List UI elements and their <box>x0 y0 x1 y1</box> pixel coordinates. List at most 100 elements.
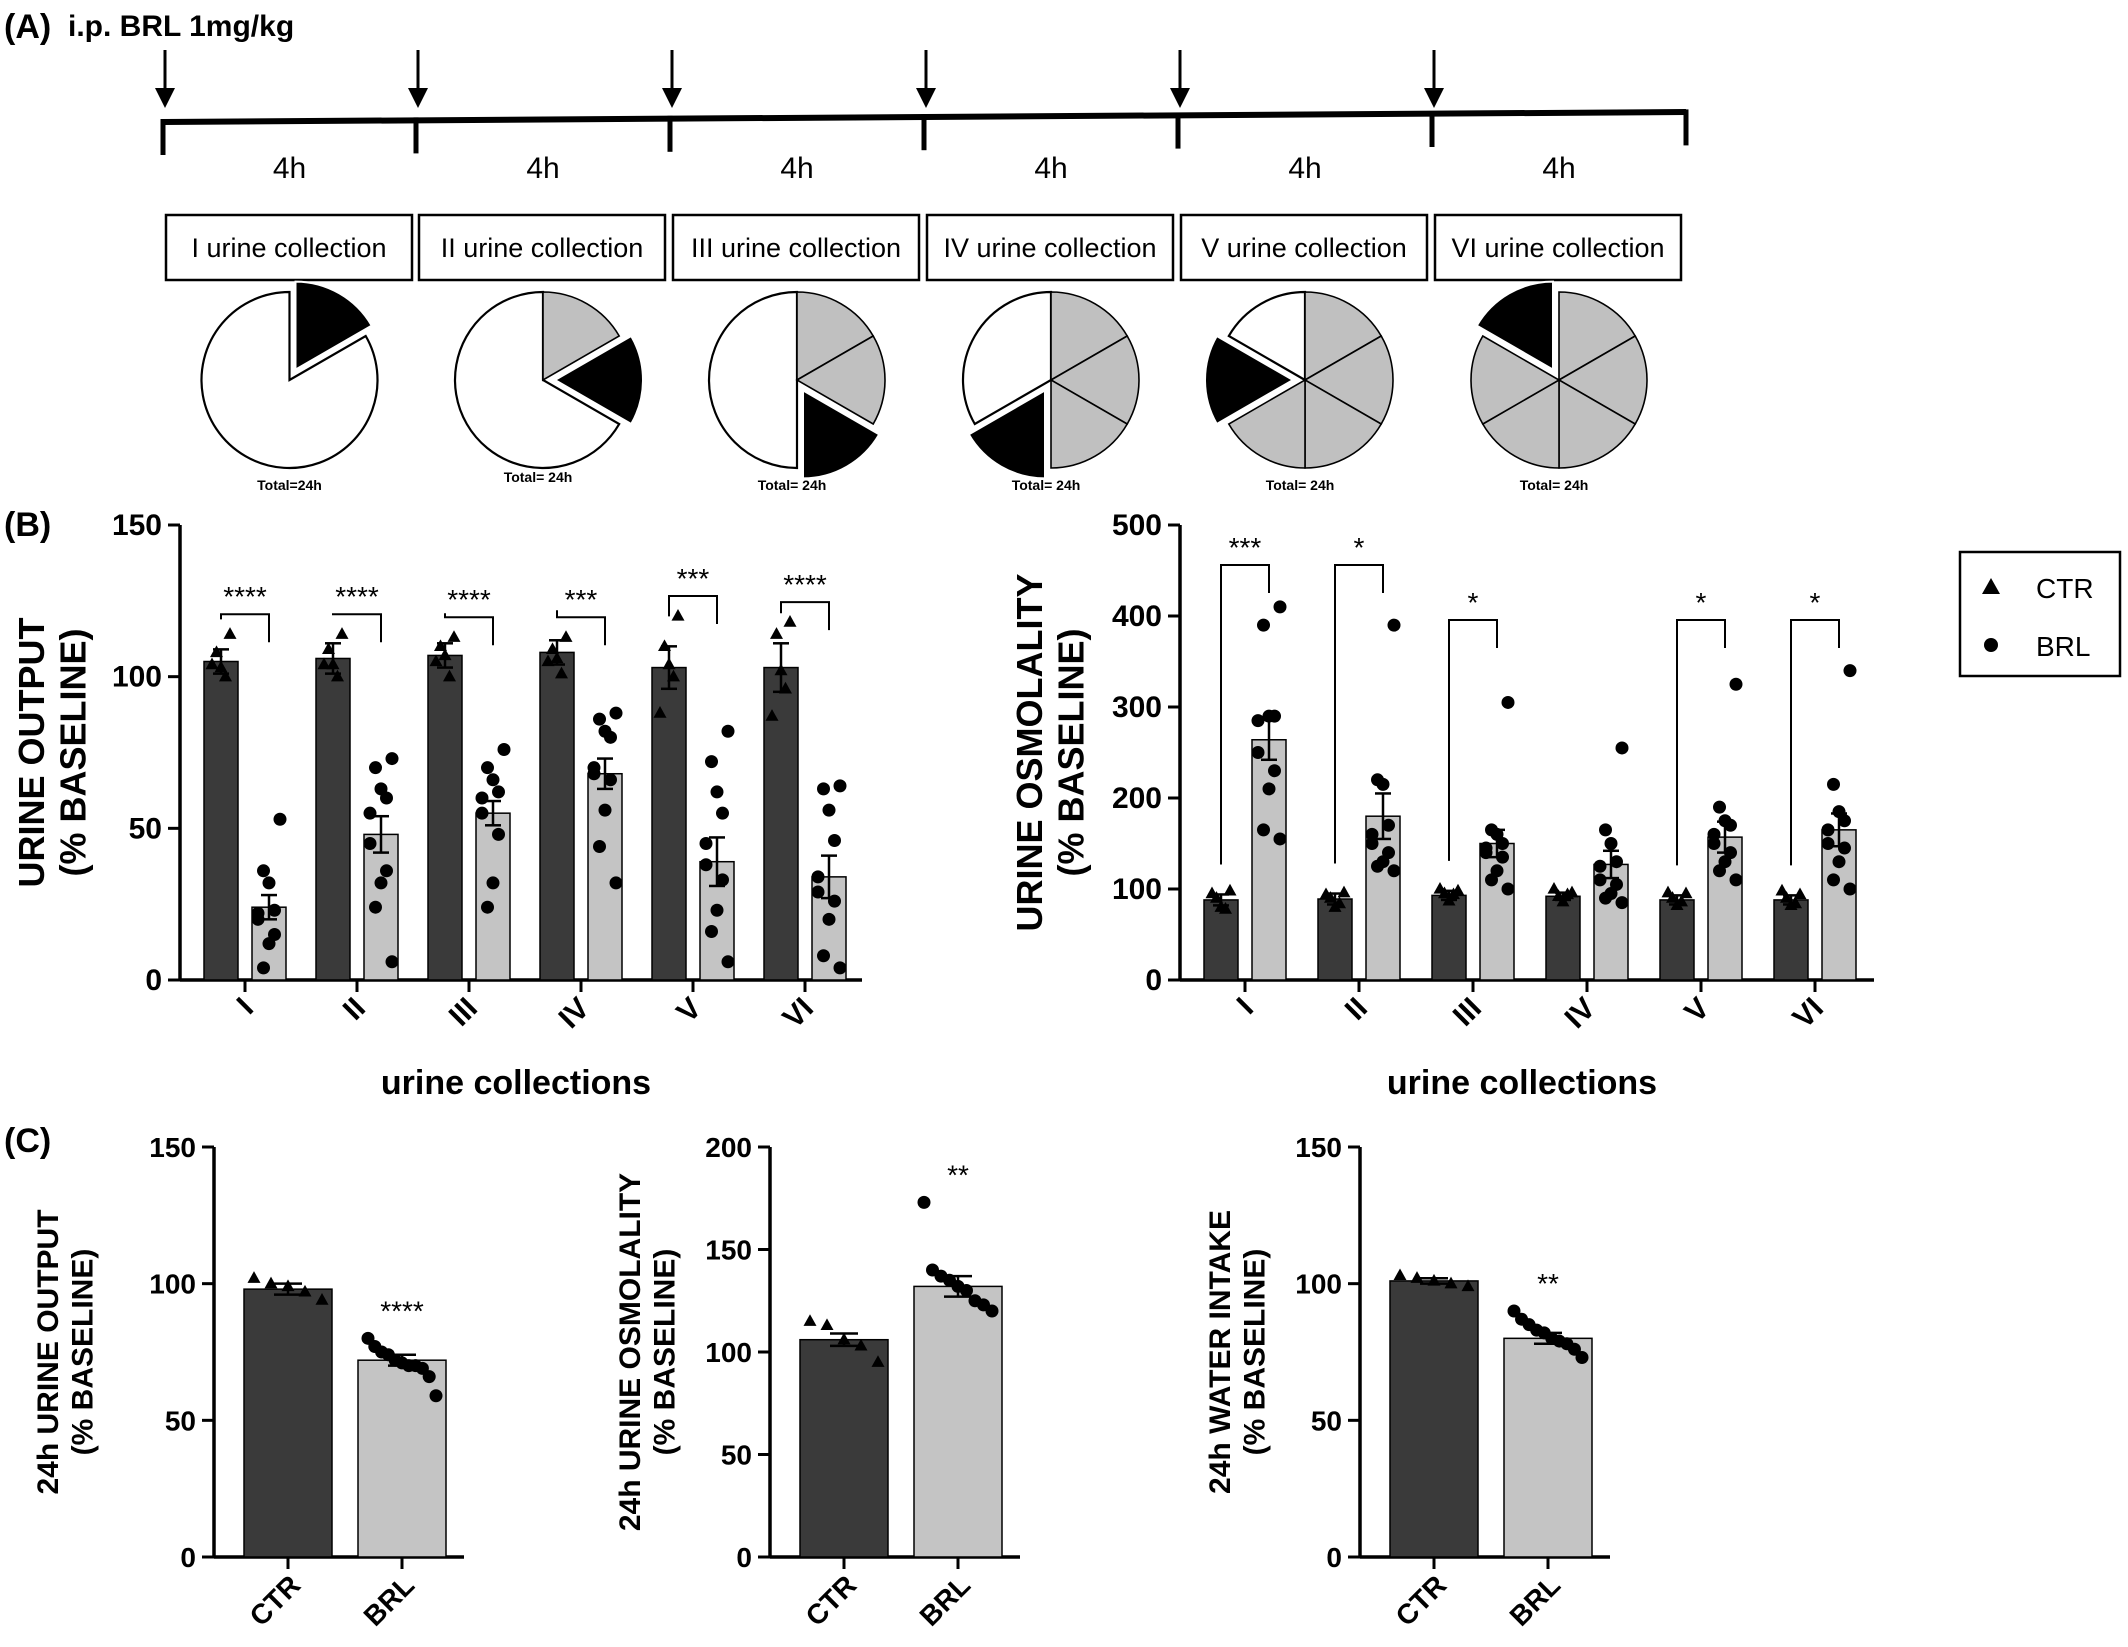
data-point-brl <box>1832 855 1846 869</box>
collection-label: I urine collection <box>191 233 386 263</box>
pie-current-slice <box>1475 280 1554 372</box>
y-tick-label: 100 <box>1295 1269 1342 1300</box>
charts-group: 050100150I****II****III****IV***V***VI**… <box>11 509 1874 1632</box>
collection-label: III urine collection <box>691 233 901 263</box>
pie-done-slice <box>1481 378 1560 469</box>
x-tick-label: CTR <box>800 1569 863 1632</box>
bar-ctr <box>1773 899 1809 981</box>
data-point-brl <box>1501 882 1515 896</box>
injection-arrow-head <box>916 88 936 108</box>
x-tick-label: III <box>1447 992 1488 1033</box>
data-point-brl <box>497 742 511 756</box>
x-tick-label: CTR <box>244 1569 307 1632</box>
data-point-brl <box>1365 827 1379 841</box>
significance-label: *** <box>677 563 710 594</box>
timeline: 4h I urine collection Total=24h 4h II urine … <box>155 50 1689 493</box>
y-tick-label: 150 <box>705 1235 752 1266</box>
pie-total-label: Total= 24h <box>1520 477 1589 493</box>
significance-label: **** <box>783 569 827 600</box>
data-point-ctr <box>820 1318 834 1331</box>
bar-ctr <box>427 654 463 981</box>
data-point-brl <box>369 761 382 775</box>
pie-total-label: Total= 24h <box>1012 477 1081 493</box>
legend: CTR BRL <box>1958 550 2122 678</box>
data-point-brl <box>1251 746 1265 759</box>
data-point-brl <box>710 903 724 917</box>
data-point-brl <box>960 1284 973 1297</box>
bar-brl <box>1503 1337 1593 1558</box>
data-point-brl <box>822 912 836 926</box>
y-axis-label-line2: (% BASELINE) <box>1050 628 1091 876</box>
data-point-brl <box>817 949 830 963</box>
y-axis-label: 24h WATER INTAKE(% BASELINE) <box>1204 1210 1272 1494</box>
significance-bracket <box>220 613 270 643</box>
significance-label: **** <box>380 1295 424 1326</box>
data-point-ctr <box>443 669 456 682</box>
significance-label: * <box>1354 532 1365 563</box>
data-point-brl <box>1713 864 1726 878</box>
collection-box <box>671 213 921 282</box>
data-point-brl <box>369 900 382 914</box>
data-point-ctr <box>1337 885 1351 898</box>
data-point-brl <box>363 806 377 820</box>
data-point-brl <box>985 1304 999 1318</box>
data-point-brl <box>609 876 623 890</box>
y-tick-label: 0 <box>1145 964 1162 997</box>
data-point-brl <box>486 773 500 787</box>
significance-bracket <box>780 601 830 631</box>
data-point-brl <box>1496 837 1509 850</box>
bar-ctr <box>1659 899 1695 981</box>
chart-b-left: 0 50 100 150 I **** II **** III **** IV *** V *** VI **… <box>11 509 862 1102</box>
chart-c-3: 0 50 100 150 CTR BRL ** 24h WATER INTAKE(% BASE… <box>1204 1132 1610 1632</box>
significance-bracket <box>1790 619 1840 866</box>
data-point-brl <box>380 864 393 878</box>
significance-bracket <box>332 613 382 643</box>
data-point-brl <box>1843 664 1857 678</box>
data-point-brl <box>587 767 601 781</box>
significance-bracket <box>1676 619 1726 866</box>
y-tick-label: 50 <box>721 1440 752 1471</box>
data-point-ctr <box>783 615 797 627</box>
data-point-brl <box>1843 882 1857 896</box>
data-point-brl <box>1610 855 1623 869</box>
data-point-brl <box>1821 823 1835 837</box>
data-point-brl <box>1713 800 1726 814</box>
significance-bracket <box>444 613 494 646</box>
x-tick-label: CTR <box>1390 1569 1453 1632</box>
y-tick-label: 100 <box>112 661 162 694</box>
data-point-brl <box>822 803 836 817</box>
data-point-brl <box>1387 864 1401 878</box>
injection-arrow-head <box>1424 88 1444 108</box>
data-point-brl <box>1615 741 1629 755</box>
y-tick-label: 300 <box>1112 691 1162 724</box>
x-tick-label: II <box>337 992 372 1027</box>
significance-bracket <box>556 610 606 646</box>
data-point-brl <box>1376 777 1390 791</box>
data-point-brl <box>1593 859 1607 873</box>
panel-a-label: (A) <box>4 8 51 46</box>
data-point-ctr <box>653 706 667 718</box>
data-point-brl <box>598 803 612 817</box>
data-point-brl <box>1838 814 1851 828</box>
data-point-brl <box>705 924 718 938</box>
data-point-brl <box>422 1370 436 1384</box>
bar-ctr <box>1389 1280 1479 1558</box>
y-axis-label-line1: 24h URINE OSMOLALITY <box>614 1173 647 1531</box>
bar-ctr <box>315 657 351 981</box>
data-point-ctr <box>1410 1271 1424 1283</box>
data-point-brl <box>699 837 713 850</box>
pie-done-slice <box>1470 334 1561 426</box>
data-point-brl <box>1485 873 1498 887</box>
significance-label: *** <box>1229 532 1262 563</box>
data-point-brl <box>1593 873 1607 887</box>
y-axis-label-line1: 24h URINE OUTPUT <box>32 1209 65 1494</box>
y-tick-label: 500 <box>1112 509 1162 542</box>
y-axis-label-line1: URINE OUTPUT <box>11 617 52 887</box>
data-point-brl <box>1257 618 1270 632</box>
data-point-brl <box>705 755 718 769</box>
data-point-ctr <box>317 657 331 670</box>
data-point-ctr <box>1444 1276 1458 1289</box>
y-axis-label-line2: (% BASELINE) <box>52 628 93 876</box>
data-point-brl <box>429 1389 443 1403</box>
